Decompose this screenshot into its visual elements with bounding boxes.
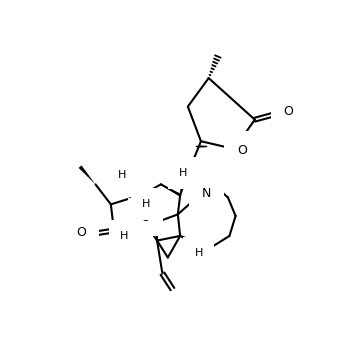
Text: H: H	[117, 170, 126, 180]
Text: H: H	[194, 248, 203, 258]
Text: H: H	[142, 199, 150, 209]
Text: O: O	[237, 144, 247, 157]
Polygon shape	[180, 180, 184, 195]
Text: O: O	[283, 105, 293, 118]
Polygon shape	[79, 165, 95, 184]
Text: N: N	[202, 187, 211, 200]
Text: O: O	[77, 226, 87, 239]
Text: O: O	[141, 211, 150, 224]
Polygon shape	[125, 181, 142, 195]
Polygon shape	[180, 236, 194, 248]
Text: H: H	[120, 231, 128, 241]
Polygon shape	[126, 214, 139, 229]
Polygon shape	[161, 184, 181, 197]
Text: H: H	[179, 168, 188, 178]
